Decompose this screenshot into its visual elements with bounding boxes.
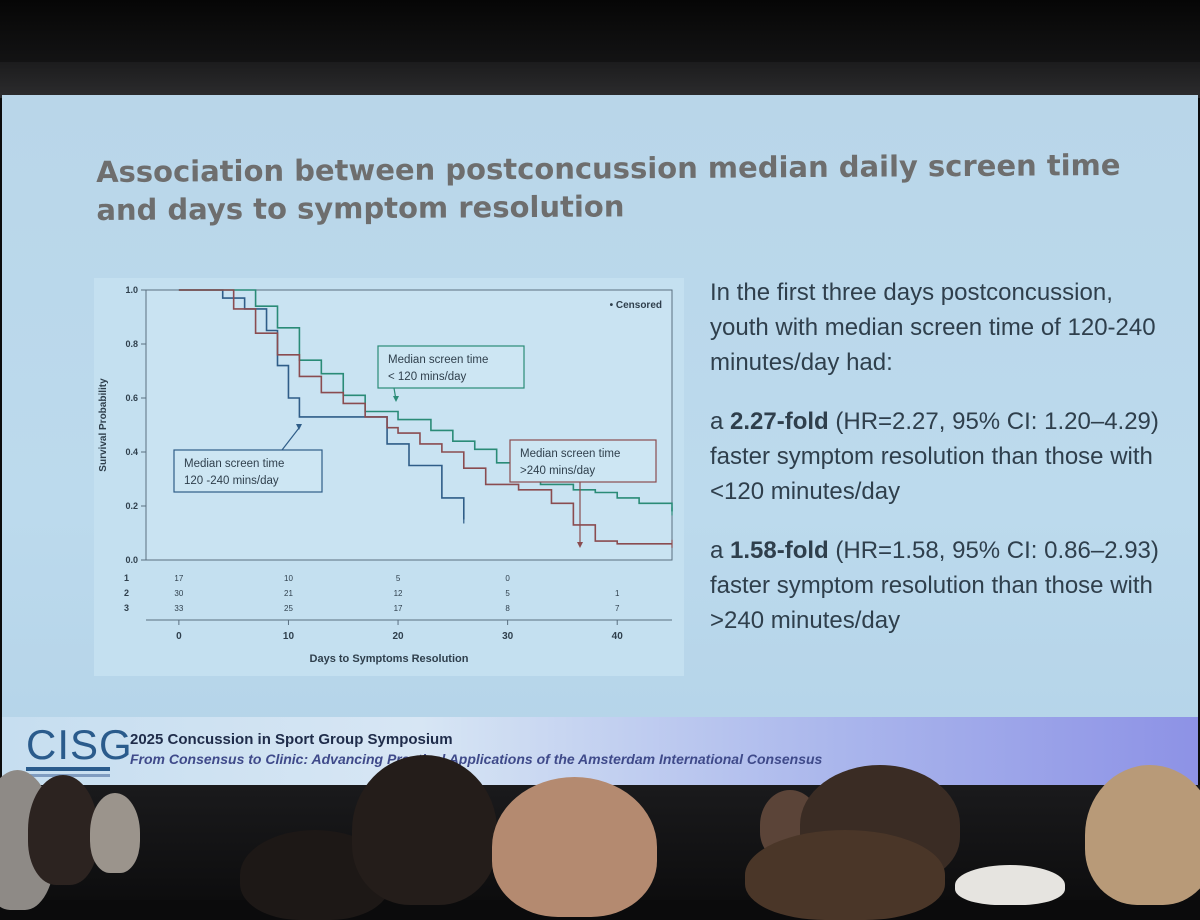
annotation-arrowhead	[393, 396, 399, 402]
risk-count: 10	[284, 574, 293, 583]
annotation-line-2: >240 mins/day	[520, 465, 595, 477]
audience-head	[492, 777, 657, 917]
annotation-line-2: 120 -240 mins/day	[184, 475, 279, 487]
risk-count: 17	[394, 604, 403, 613]
series-line-3	[178, 289, 672, 545]
legend-box	[594, 296, 666, 312]
plot-frame	[145, 289, 673, 561]
x-tick-label: 10	[283, 631, 295, 642]
series-line-2	[178, 289, 673, 512]
x-tick-label: 30	[502, 631, 514, 642]
risk-count: 5	[396, 574, 401, 583]
x-tick-label: 40	[612, 631, 624, 642]
finding-1-bold: 2.27-fold	[730, 408, 829, 435]
finding-1-text: (HR=2.27, 95% CI: 1.20–4.29) faster symp…	[710, 408, 1159, 505]
survival-chart-svg: 0.0 0.2 0.4 0.6 0.8 1.0 Survival Probability • …	[98, 285, 673, 665]
slide-title-line-1: Association between postconcussion media…	[96, 147, 1121, 189]
audience-head	[1085, 765, 1200, 905]
y-tick-label: 0.0	[125, 555, 138, 565]
finding-1: a 2.27-fold (HR=2.27, 95% CI: 1.20–4.29)…	[710, 408, 1159, 505]
slide-title-line-2: and days to symptom resolution	[96, 189, 625, 227]
annotation-line-1: Median screen time	[388, 354, 488, 366]
finding-2: a 1.58-fold (HR=1.58, 95% CI: 0.86–2.93)…	[710, 537, 1159, 634]
y-tick-label: 1.0	[125, 285, 138, 295]
annotation-box	[509, 439, 657, 483]
risk-count: 33	[174, 604, 183, 613]
screen-frame	[0, 62, 1200, 98]
risk-row-label: 1	[124, 573, 129, 583]
annotation-arrowhead	[577, 542, 583, 548]
audience-head	[955, 865, 1065, 905]
risk-count: 8	[505, 604, 510, 613]
x-tick-label: 20	[392, 631, 404, 642]
audience-head	[90, 793, 140, 873]
audience-head	[352, 755, 497, 905]
y-tick-label: 0.2	[125, 501, 138, 511]
annotation-line-1: Median screen time	[184, 458, 284, 470]
x-tick-label: 0	[176, 631, 182, 642]
audience-area	[0, 755, 1200, 920]
annotation-line-1: Median screen time	[520, 448, 620, 460]
footer-subtitle: From Consensus to Clinic: Advancing Prac…	[130, 751, 823, 767]
y-tick-label: 0.4	[125, 447, 138, 457]
risk-count: 5	[505, 589, 510, 598]
presentation-slide: Association between postconcussion media…	[2, 95, 1198, 785]
risk-count: 0	[505, 574, 510, 583]
annotation-arrowhead	[296, 424, 302, 430]
y-tick-label: 0.8	[125, 339, 138, 349]
annotation-box	[377, 345, 525, 389]
risk-count: 1	[615, 589, 620, 598]
y-axis-label: Survival Probability	[98, 378, 109, 472]
annotation-arrow	[281, 427, 300, 451]
findings-text: In the first three days postconcussion, …	[710, 275, 1170, 662]
audience-head	[28, 775, 98, 885]
risk-count: 21	[284, 589, 293, 598]
cisg-logo: CISG	[26, 721, 133, 768]
annotation-line-2: < 120 mins/day	[388, 371, 467, 383]
risk-count: 25	[284, 604, 293, 613]
logo-underline	[26, 767, 110, 771]
x-axis-label: Days to Symptoms Resolution	[310, 653, 469, 665]
risk-count: 7	[615, 604, 620, 613]
legend-censored: • Censored	[610, 300, 662, 311]
risk-count: 30	[174, 589, 183, 598]
findings-intro: In the first three days postconcussion, …	[710, 279, 1156, 376]
audience-head	[745, 830, 945, 920]
finding-2-text: (HR=1.58, 95% CI: 0.86–2.93) faster symp…	[710, 537, 1159, 634]
finding-2-bold: 1.58-fold	[730, 537, 829, 564]
y-tick-label: 0.6	[125, 393, 138, 403]
series-line-1	[178, 289, 465, 520]
risk-count: 12	[394, 589, 403, 598]
risk-row-label: 3	[124, 603, 129, 613]
risk-row-label: 2	[124, 588, 129, 598]
annotation-box	[173, 449, 323, 493]
footer-title: 2025 Concussion in Sport Group Symposium	[130, 731, 453, 748]
slide-title: Association between postconcussion media…	[96, 146, 1157, 229]
risk-count: 17	[174, 574, 183, 583]
slide-footer: CISG 2025 Concussion in Sport Group Symp…	[2, 717, 1198, 785]
survival-chart: 0.0 0.2 0.4 0.6 0.8 1.0 Survival Probability • …	[94, 278, 684, 676]
